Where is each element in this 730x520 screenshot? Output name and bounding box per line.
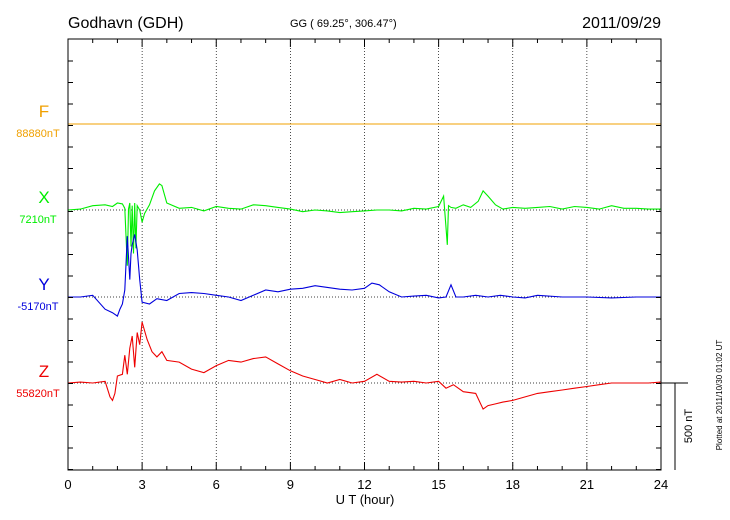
series-lines — [67, 123, 662, 410]
series-line-y — [68, 234, 661, 317]
series-baseline-x: 7210nT — [19, 214, 57, 226]
x-tick-label-3: 3 — [139, 477, 146, 492]
x-tick-label-24: 24 — [654, 477, 668, 492]
x-tick-label-12: 12 — [357, 477, 371, 492]
x-axis-label: U T (hour) — [336, 492, 395, 507]
series-name-f: F — [39, 102, 49, 121]
date-label: 2011/09/29 — [582, 15, 661, 32]
series-baseline-f: 88880nT — [16, 128, 60, 140]
x-tick-label-6: 6 — [213, 477, 220, 492]
series-line-x — [67, 183, 661, 266]
series-name-z: Z — [39, 362, 49, 381]
series-line-z — [67, 321, 662, 410]
x-tick-label-9: 9 — [287, 477, 294, 492]
station-title: Godhavn (GDH) — [68, 15, 184, 32]
series-baseline-z: 55820nT — [16, 388, 60, 400]
series-name-y: Y — [38, 275, 49, 294]
series-baseline-y: -5170nT — [18, 301, 59, 313]
x-tick-label-15: 15 — [431, 477, 445, 492]
series-labels: F 88880nT X 7210nT Y -5170nT Z 55820nT — [16, 102, 60, 400]
plotted-timestamp: Plotted at 2011/10/30 01:02 UT — [715, 340, 724, 451]
grid — [141, 39, 588, 470]
scale-bar-label: 500 nT — [683, 409, 695, 444]
series-name-x: X — [38, 188, 49, 207]
axis-ticks: 0 3 6 9 12 15 18 21 24 — [64, 39, 668, 492]
x-tick-label-21: 21 — [580, 477, 594, 492]
x-tick-label-0: 0 — [64, 477, 71, 492]
x-tick-label-18: 18 — [506, 477, 520, 492]
coordinates-label: GG ( 69.25°, 306.47°) — [290, 18, 397, 30]
